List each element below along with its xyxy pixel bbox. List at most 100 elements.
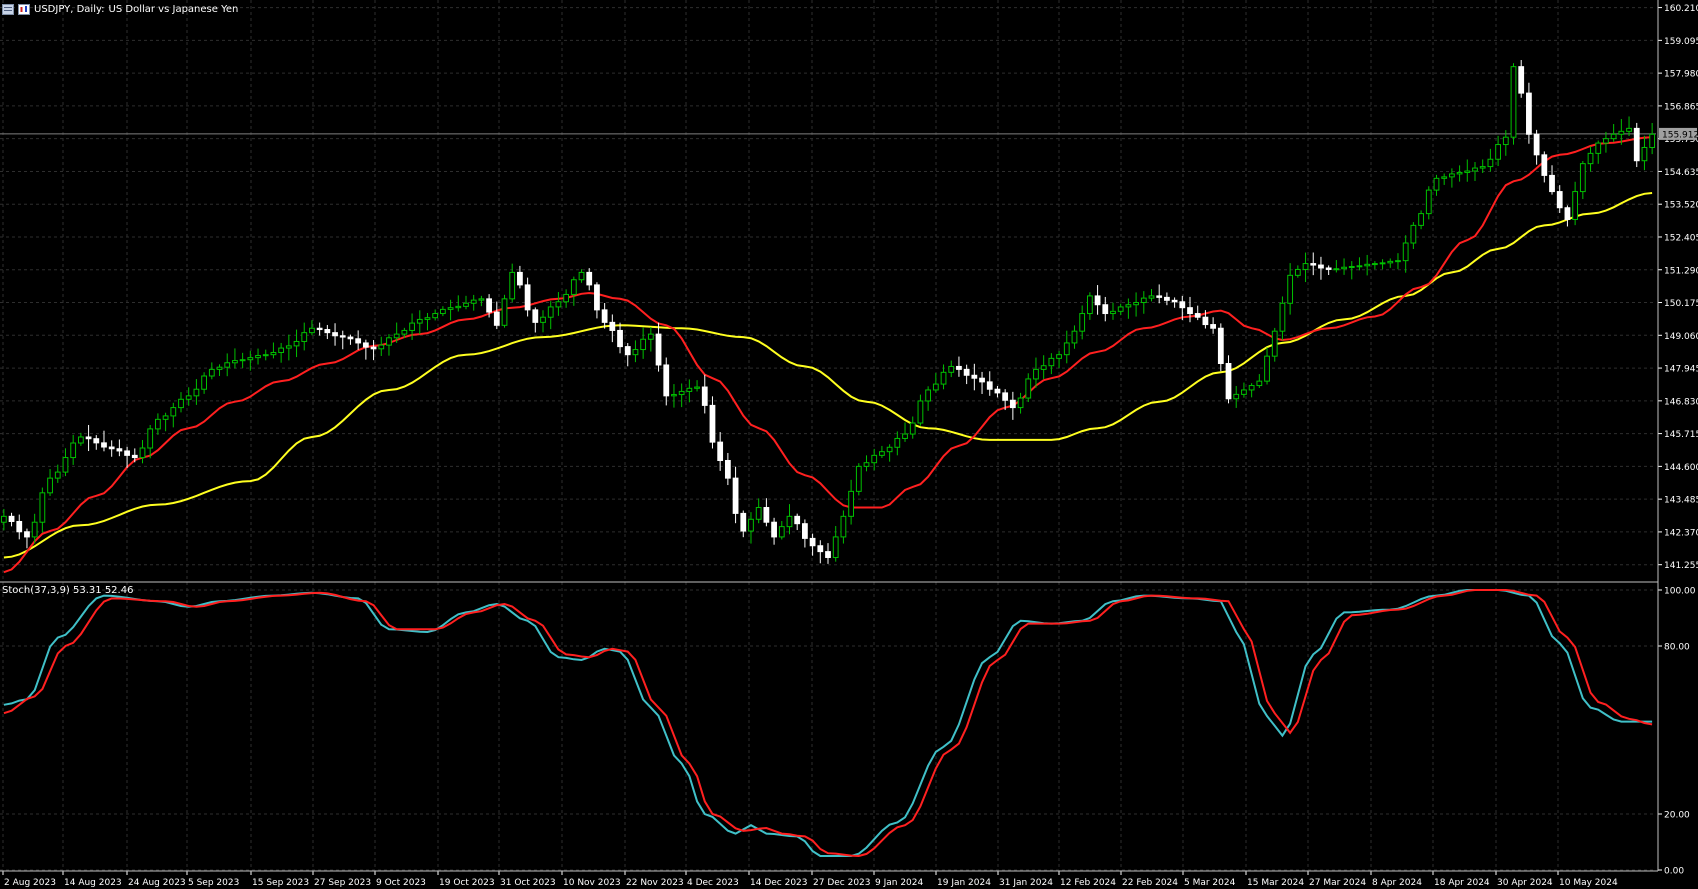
candle-bear xyxy=(85,436,92,440)
candle-bull xyxy=(509,271,516,300)
candle-bull xyxy=(686,387,693,392)
candle-bull xyxy=(1040,365,1047,370)
candle-bull xyxy=(224,362,231,368)
candle-bear xyxy=(701,386,708,406)
candle-bull xyxy=(262,354,269,357)
candle-bull xyxy=(1579,163,1586,193)
candle-bull xyxy=(748,518,754,532)
x-tick-label: 19 Jan 2024 xyxy=(937,878,991,888)
candle-bear xyxy=(1156,295,1163,298)
candle-bear xyxy=(971,374,978,379)
x-tick-label: 5 Mar 2024 xyxy=(1184,878,1236,888)
candles xyxy=(0,59,1656,564)
x-tick-label: 30 Apr 2024 xyxy=(1497,878,1553,888)
x-tick-label: 9 Oct 2023 xyxy=(376,878,426,888)
candle-bear xyxy=(1556,191,1563,209)
candle-bull xyxy=(1433,177,1440,191)
candle-bear xyxy=(1518,66,1525,94)
y-tick-label: 156.865 xyxy=(1664,102,1698,112)
stoch-tick-label: 80.00 xyxy=(1664,643,1690,653)
candle-bull xyxy=(647,333,654,340)
candle-bull xyxy=(555,301,562,308)
chart-header: USDJPY, Daily: US Dollar vs Japanese Yen xyxy=(2,2,238,16)
candle-bear xyxy=(1318,264,1324,269)
moving-average-slow xyxy=(3,192,1653,559)
candle-bear xyxy=(532,309,539,323)
candle-bull xyxy=(1364,263,1371,267)
candlestick-icon[interactable] xyxy=(18,3,30,15)
candle-bull xyxy=(185,395,192,400)
x-tick-label: 22 Nov 2023 xyxy=(626,878,684,888)
candle-bear xyxy=(717,441,724,461)
candle-bull xyxy=(1502,136,1509,146)
candle-bear xyxy=(1171,299,1178,303)
y-tick-label: 159.095 xyxy=(1664,37,1698,47)
candle-bear xyxy=(1187,307,1193,315)
candle-bull xyxy=(1071,330,1078,344)
candle-bull xyxy=(278,347,285,353)
candle-bull xyxy=(1063,342,1070,356)
x-tick-label: 27 Sep 2023 xyxy=(314,878,371,888)
candle-bull xyxy=(1464,170,1471,173)
candle-bear xyxy=(316,327,323,331)
candle-bull xyxy=(416,318,423,324)
candle-bull xyxy=(432,313,439,319)
candle-bull xyxy=(1603,138,1609,144)
candle-bull xyxy=(301,332,308,342)
y-tick-label: 149.060 xyxy=(1664,332,1698,342)
candle-bear xyxy=(732,477,739,514)
candle-bear xyxy=(594,284,600,311)
candle-bull xyxy=(1110,310,1116,315)
candle-bull xyxy=(863,462,870,467)
candle-bull xyxy=(1256,380,1263,387)
candle-bull xyxy=(1233,393,1240,400)
candle-bear xyxy=(655,333,662,366)
candle-bear xyxy=(609,321,616,331)
y-tick-label: 147.945 xyxy=(1664,365,1698,375)
candle-bull xyxy=(1479,166,1486,169)
candle-bull xyxy=(886,446,893,453)
candle-bear xyxy=(524,284,531,311)
candle-bull xyxy=(147,428,154,449)
candle-bear xyxy=(486,298,492,313)
candle-bull xyxy=(54,471,61,479)
candle-bull xyxy=(1487,158,1494,168)
candle-bull xyxy=(640,338,647,351)
candle-bull xyxy=(455,305,462,309)
candle-bear xyxy=(979,377,985,383)
candle-bull xyxy=(1248,385,1255,391)
candle-bull xyxy=(902,433,908,439)
x-tick-label: 15 Mar 2024 xyxy=(1247,878,1304,888)
candle-bear xyxy=(740,512,747,532)
y-tick-label: 151.290 xyxy=(1664,266,1698,276)
candle-bull xyxy=(540,316,546,323)
candle-bull xyxy=(1402,242,1409,262)
candle-bear xyxy=(339,335,346,338)
chart-description: US Dollar vs Japanese Yen xyxy=(108,3,239,15)
candle-bull xyxy=(940,371,947,385)
candle-bear xyxy=(986,381,993,390)
candle-bull xyxy=(232,360,238,364)
y-tick-label: 154.635 xyxy=(1664,168,1698,178)
candle-bull xyxy=(1572,191,1579,220)
candle-bull xyxy=(1048,357,1055,367)
candle-bull xyxy=(1595,142,1602,154)
candle-bear xyxy=(617,329,623,348)
candle-bear xyxy=(1102,304,1109,315)
ma-fast-line xyxy=(3,136,1653,574)
candle-bull xyxy=(1410,224,1417,244)
candle-bear xyxy=(802,523,808,539)
candle-bull xyxy=(786,515,793,528)
candle-bear xyxy=(1533,133,1540,156)
candle-bull xyxy=(1649,133,1656,148)
candle-bull xyxy=(162,415,169,420)
candle-bear xyxy=(763,507,770,523)
candle-bull xyxy=(909,422,916,435)
candle-bull xyxy=(1495,144,1501,160)
candle-bull xyxy=(1086,295,1093,315)
chart-window-icon[interactable] xyxy=(2,3,14,15)
candle-bear xyxy=(771,521,777,538)
